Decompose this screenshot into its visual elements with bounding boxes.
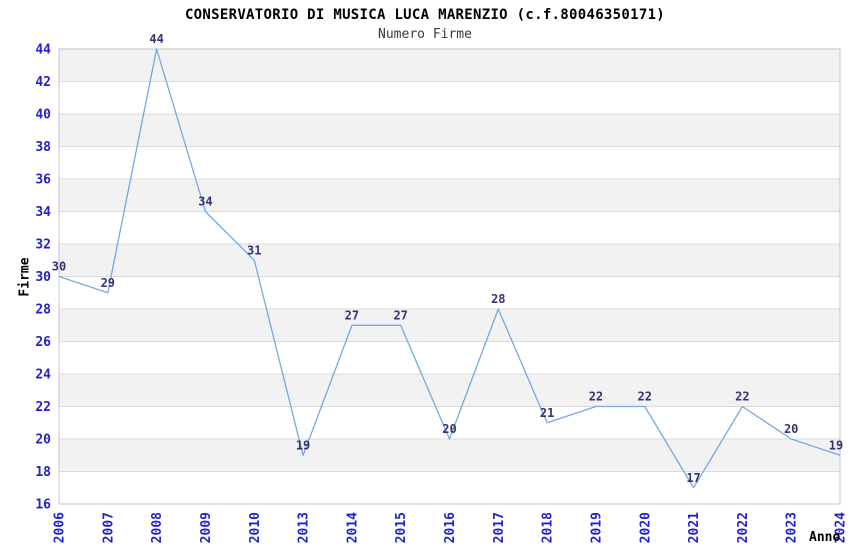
y-tick-label: 44 (35, 43, 51, 58)
data-label: 28 (491, 292, 505, 306)
y-tick-label: 40 (35, 108, 51, 123)
y-tick-label: 20 (35, 433, 51, 448)
data-label: 22 (735, 390, 749, 404)
x-tick-label: 2013 (297, 512, 312, 543)
x-tick-label: 2014 (345, 512, 360, 543)
grid-band (59, 114, 840, 147)
y-tick-label: 24 (35, 368, 51, 383)
y-tick-label: 32 (35, 238, 51, 253)
x-axis-title: Anno (809, 530, 841, 545)
grid-band (59, 439, 840, 472)
y-tick-label: 42 (35, 75, 51, 90)
data-label: 34 (198, 195, 212, 209)
x-tick-label: 2007 (101, 512, 116, 543)
data-label: 17 (686, 471, 700, 485)
y-tick-label: 22 (35, 400, 51, 415)
chart-subtitle: Numero Firme (378, 27, 472, 42)
y-tick-label: 38 (35, 140, 51, 155)
x-tick-label: 2023 (785, 512, 800, 543)
y-tick-label: 30 (35, 270, 51, 285)
x-tick-label: 2021 (687, 512, 702, 543)
x-tick-label: 2015 (394, 512, 409, 543)
x-tick-label: 2010 (248, 512, 263, 543)
grid-band (59, 244, 840, 277)
x-tick-label: 2024 (834, 512, 849, 543)
data-label: 27 (393, 308, 407, 322)
x-tick-label: 2006 (53, 512, 68, 543)
data-label: 19 (829, 438, 843, 452)
data-label: 21 (540, 406, 554, 420)
grid-band (59, 179, 840, 212)
y-tick-label: 16 (35, 498, 51, 513)
y-tick-label: 28 (35, 303, 51, 318)
grid-band (59, 49, 840, 82)
data-label: 22 (638, 390, 652, 404)
data-label: 30 (52, 260, 66, 274)
data-label: 27 (345, 308, 359, 322)
chart-title: CONSERVATORIO DI MUSICA LUCA MARENZIO (c… (184, 7, 666, 23)
y-tick-label: 18 (35, 465, 51, 480)
y-tick-label: 36 (35, 173, 51, 188)
data-label: 22 (589, 390, 603, 404)
data-label: 44 (149, 32, 163, 46)
data-label: 19 (296, 438, 310, 452)
data-line (58, 48, 841, 489)
data-label: 29 (101, 276, 115, 290)
grid-band (59, 374, 840, 407)
x-tick-label: 2020 (638, 512, 653, 543)
x-tick-label: 2017 (492, 512, 507, 543)
x-tick-label: 2009 (199, 512, 214, 543)
data-label: 20 (784, 422, 798, 436)
x-tick-label: 2019 (589, 512, 604, 543)
data-label: 20 (442, 422, 456, 436)
x-tick-label: 2022 (736, 512, 751, 543)
grid-band (59, 309, 840, 342)
y-tick-label: 26 (35, 335, 51, 350)
y-tick-label: 34 (35, 205, 51, 220)
data-label: 31 (247, 243, 261, 257)
x-tick-label: 2016 (443, 512, 458, 543)
x-tick-label: 2018 (541, 512, 556, 543)
x-tick-label: 2008 (150, 512, 165, 543)
